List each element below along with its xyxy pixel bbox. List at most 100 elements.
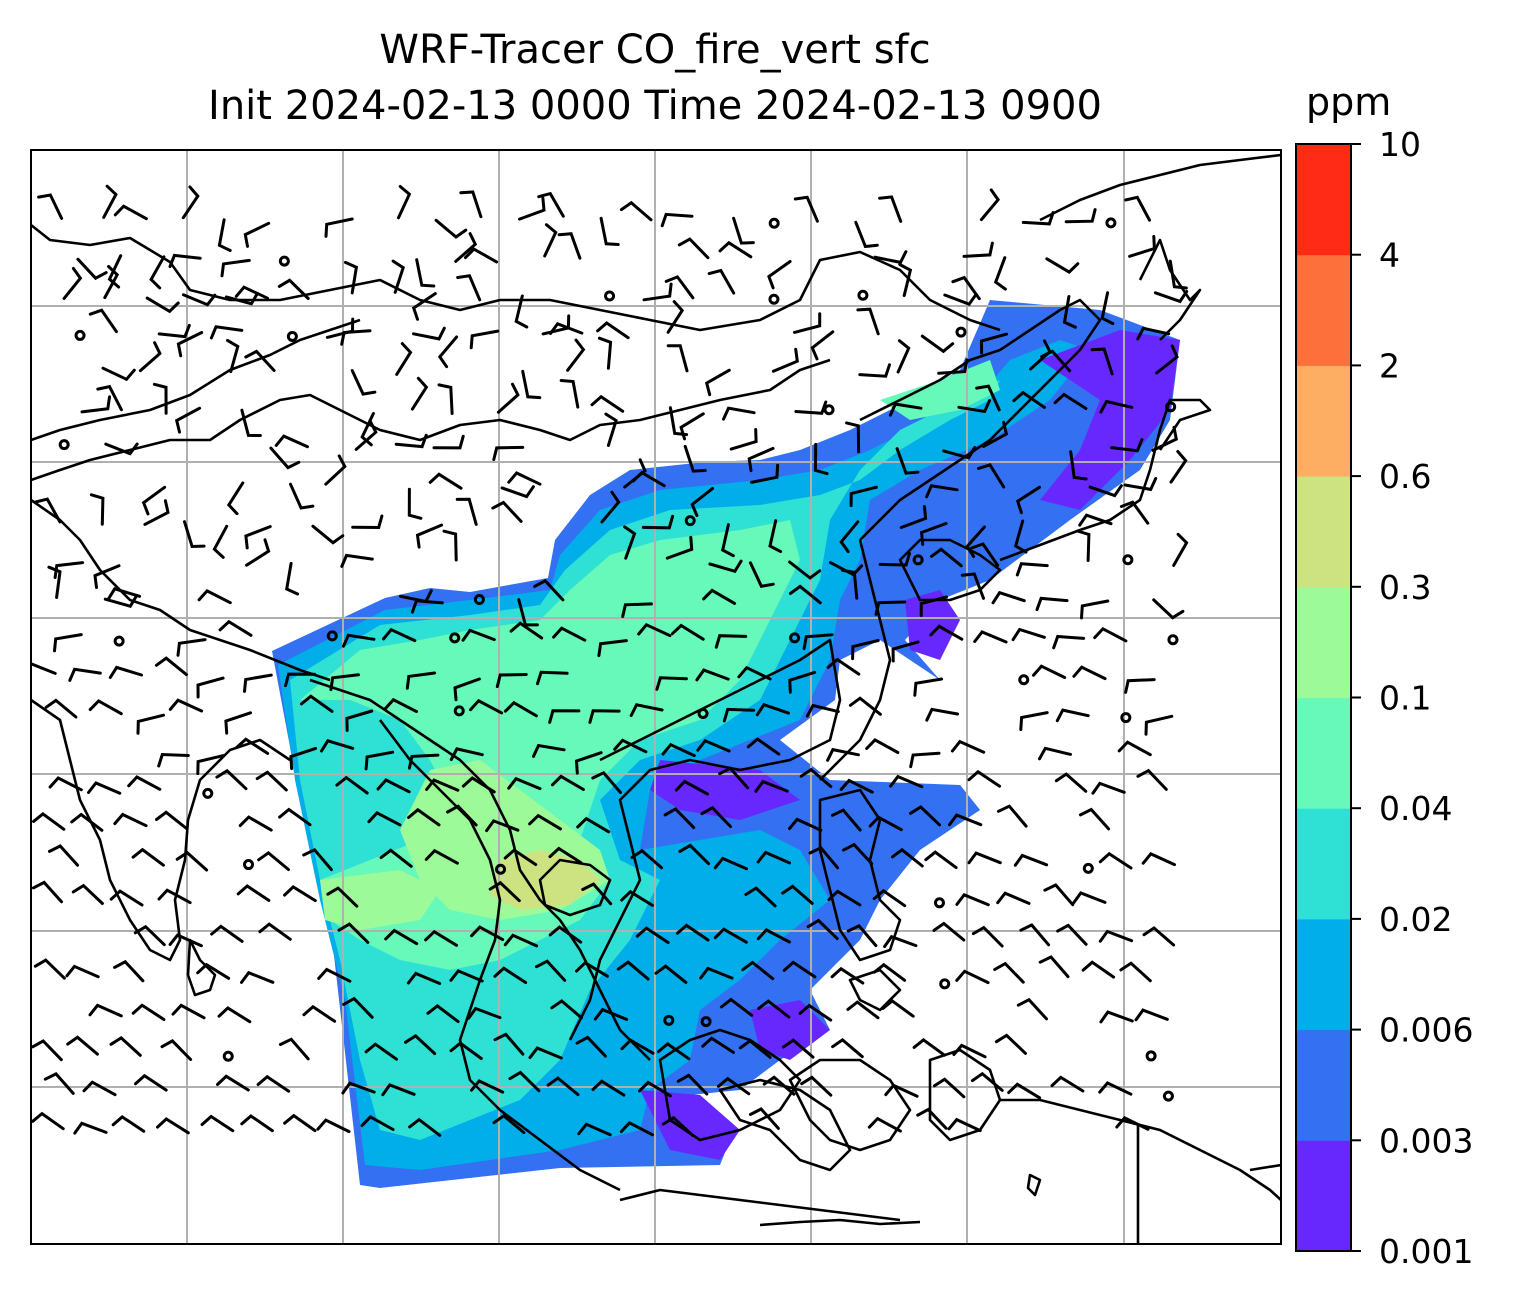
- wind-barb: [666, 300, 685, 334]
- wind-barb: [979, 332, 1009, 355]
- wind-barb: [453, 677, 481, 702]
- wind-barb: [533, 578, 565, 602]
- wind-barb: [1015, 485, 1042, 515]
- wind-barb: [1038, 746, 1072, 761]
- wind-barb: [826, 657, 861, 676]
- wind-barb: [810, 330, 835, 361]
- wind-barb: [919, 595, 948, 617]
- wind-barb: [224, 711, 252, 735]
- wind-barb: [31, 1039, 63, 1062]
- wind-barb: [1072, 665, 1107, 681]
- wind-barb: [798, 1003, 833, 1022]
- wind-barb: [597, 639, 628, 658]
- wind-barb: [503, 933, 539, 948]
- wind-barb: [883, 934, 918, 948]
- wind-barb: [174, 406, 202, 434]
- wind-barb: [1075, 529, 1091, 562]
- wind-barb: [878, 552, 911, 567]
- wind-barb: [737, 665, 772, 681]
- wind-barb: [788, 817, 823, 832]
- wind-barb: [631, 470, 666, 488]
- wind-barb: [925, 484, 959, 499]
- wind-barb: [394, 433, 428, 449]
- wind-barb: [341, 1081, 376, 1095]
- wind-barb: [960, 572, 985, 600]
- wind-barb: [924, 850, 958, 870]
- wind-barb: [788, 670, 817, 694]
- wind-barb: [854, 220, 879, 249]
- wind-barb: [243, 221, 271, 248]
- calm-wind-marker: [955, 326, 967, 338]
- wind-barb: [1055, 708, 1090, 723]
- wind-barb: [1151, 425, 1178, 452]
- calm-wind-marker: [604, 290, 616, 302]
- wind-barb: [696, 738, 731, 753]
- wind-barb: [244, 349, 276, 372]
- wind-barb: [916, 1107, 948, 1130]
- wind-barb: [749, 463, 780, 484]
- wind-barb: [747, 446, 775, 473]
- wind-barb: [37, 193, 64, 220]
- wind-barb: [495, 673, 528, 689]
- wind-barb: [590, 394, 625, 413]
- wind-barb: [521, 369, 542, 400]
- wind-barb: [33, 958, 66, 980]
- wind-barb: [410, 376, 429, 411]
- wind-barb: [781, 1038, 815, 1059]
- wind-barb: [690, 486, 715, 517]
- wind-barb: [113, 959, 145, 983]
- wind-barb: [909, 805, 942, 827]
- wind-barb: [557, 232, 582, 260]
- calm-wind-marker: [243, 859, 255, 871]
- chart-title-line-1: WRF-Tracer CO_fire_vert sfc: [379, 27, 931, 73]
- wind-barb: [197, 589, 232, 605]
- wind-barb: [408, 1117, 442, 1137]
- wind-barb: [283, 885, 317, 903]
- wind-barb: [32, 812, 66, 831]
- wind-barb: [278, 1037, 310, 1061]
- wind-barb: [381, 1083, 416, 1097]
- colorbar-segment: [1296, 144, 1351, 256]
- calm-wind-marker: [473, 593, 485, 605]
- wind-barb: [827, 889, 862, 907]
- wind-barb: [701, 1036, 735, 1054]
- wind-barb: [1168, 259, 1188, 290]
- wind-barb: [141, 485, 167, 516]
- wind-barb: [695, 668, 730, 682]
- wind-barb: [813, 442, 829, 476]
- wind-barb: [437, 383, 454, 415]
- wind-barb: [702, 588, 737, 605]
- wind-barb: [748, 561, 775, 588]
- wind-barb: [664, 275, 695, 300]
- wind-barb: [53, 561, 85, 579]
- wind-barb: [212, 524, 229, 559]
- wind-barb: [929, 624, 964, 641]
- wind-barb: [676, 1073, 709, 1096]
- wind-barb: [469, 698, 504, 715]
- wind-barb: [1019, 923, 1051, 947]
- wind-barb: [962, 241, 994, 258]
- wind-barb: [31, 662, 57, 675]
- wind-barb: [493, 1032, 525, 1056]
- wind-barb: [183, 520, 206, 549]
- wind-barb: [196, 754, 225, 776]
- wind-barb: [152, 382, 168, 415]
- wind-barb: [1124, 195, 1151, 222]
- wind-barb: [517, 598, 539, 627]
- wind-barb: [168, 253, 202, 269]
- wind-barb: [383, 697, 418, 714]
- wind-barb: [80, 395, 111, 414]
- wind-barb: [196, 962, 231, 980]
- wind-barb: [289, 482, 315, 510]
- wind-barb: [604, 412, 618, 447]
- wind-barb: [434, 218, 468, 239]
- wind-barb: [755, 702, 790, 717]
- wind-barb: [503, 848, 538, 867]
- wind-barb: [1110, 438, 1144, 453]
- wind-barb: [1013, 853, 1049, 867]
- wind-barb: [283, 1113, 317, 1133]
- wind-barb: [88, 308, 118, 334]
- wind-barb: [442, 529, 458, 562]
- colorbar-tick-label: 0.02: [1379, 900, 1452, 939]
- wind-barb: [741, 960, 775, 981]
